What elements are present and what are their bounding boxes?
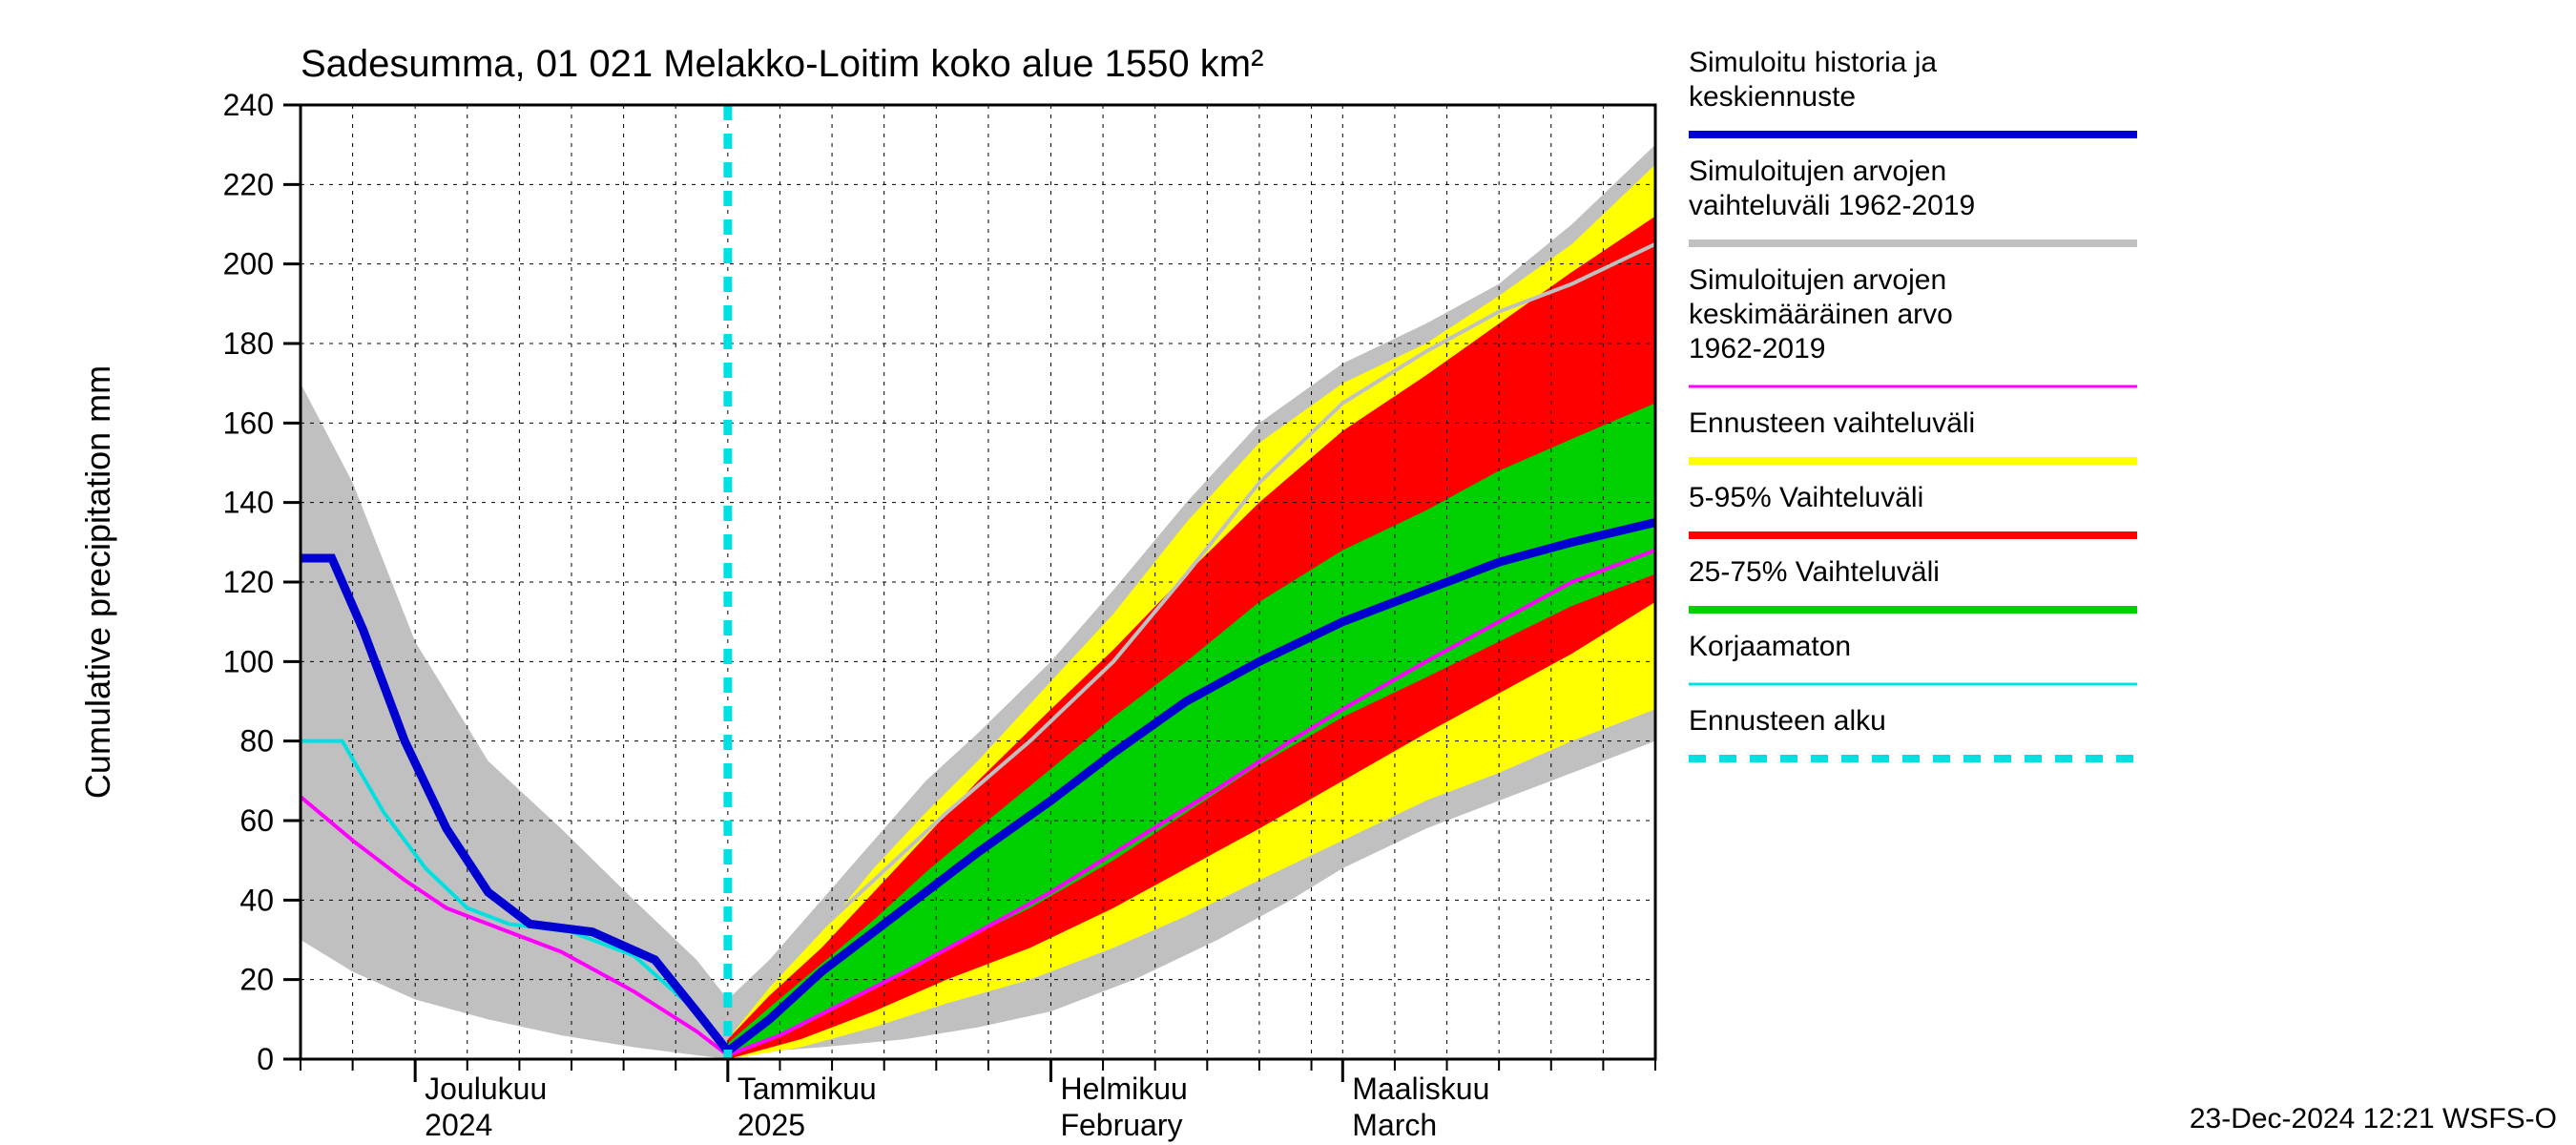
legend-label: Korjaamaton	[1689, 631, 1851, 662]
legend-label: 25-75% Vaihteluväli	[1689, 556, 1940, 588]
chart-container: 0 20 40 60 80 100 120 140 160 180 200 220 240 Jouluku…	[0, 0, 2576, 1145]
y-tick-label: 200	[223, 247, 274, 281]
y-tick-label: 180	[223, 326, 274, 361]
legend-label: 5-95% Vaihteluväli	[1689, 482, 1923, 513]
timestamp-footer: 23-Dec-2024 12:21 WSFS-O	[2190, 1103, 2557, 1135]
y-tick-label: 40	[239, 883, 274, 917]
y-tick-label: 60	[239, 803, 274, 838]
y-tick-label: 220	[223, 167, 274, 201]
legend-label: Simuloitu historia ja	[1689, 47, 1937, 78]
y-tick-label: 120	[223, 565, 274, 599]
x-year-label: March	[1352, 1108, 1437, 1142]
x-year-label: 2025	[737, 1108, 805, 1142]
x-month-label: Helmikuu	[1060, 1072, 1187, 1106]
precipitation-chart: 0 20 40 60 80 100 120 140 160 180 200 220 240 Jouluku…	[0, 0, 2576, 1145]
chart-title: Sadesumma, 01 021 Melakko-Loitim koko al…	[301, 43, 1263, 85]
y-tick-label: 80	[239, 724, 274, 759]
x-month-label: Tammikuu	[737, 1072, 877, 1106]
x-year-label: February	[1060, 1108, 1182, 1142]
y-tick-label: 20	[239, 963, 274, 997]
y-tick-label: 160	[223, 406, 274, 440]
legend-label: keskiennuste	[1689, 81, 1856, 113]
x-month-label: Maaliskuu	[1352, 1072, 1489, 1106]
x-month-label: Joulukuu	[425, 1072, 547, 1106]
legend-label: keskimääräinen arvo	[1689, 299, 1953, 330]
legend-label: Ennusteen alku	[1689, 705, 1886, 737]
y-axis-label: Cumulative precipitation mm	[78, 365, 117, 799]
y-tick-label: 0	[257, 1042, 274, 1076]
legend-label: vaihteluväli 1962-2019	[1689, 190, 1975, 221]
legend-label: Simuloitujen arvojen	[1689, 264, 1946, 296]
y-tick-label: 140	[223, 486, 274, 520]
x-year-label: 2024	[425, 1108, 492, 1142]
y-tick-label: 240	[223, 88, 274, 122]
y-tick-label: 100	[223, 644, 274, 678]
legend-label: 1962-2019	[1689, 333, 1825, 364]
legend-label: Simuloitujen arvojen	[1689, 156, 1946, 187]
legend-label: Ennusteen vaihteluväli	[1689, 407, 1975, 439]
